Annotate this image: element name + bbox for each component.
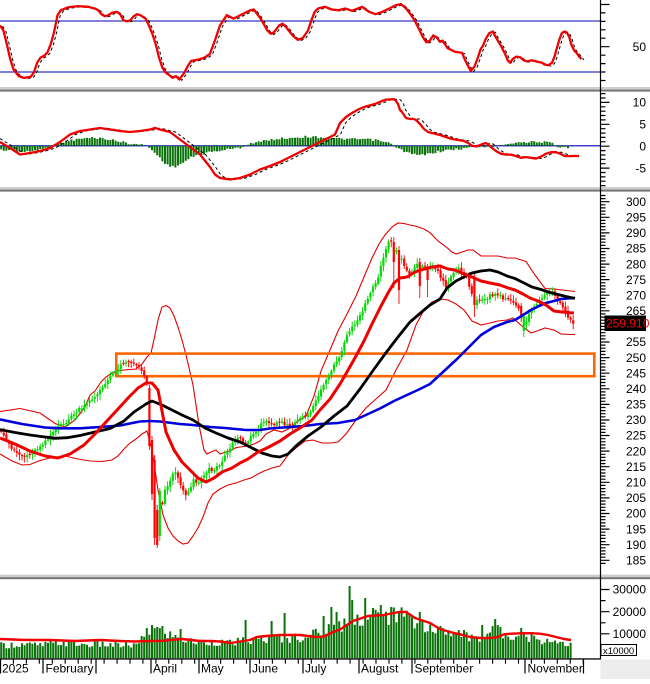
svg-text:April: April [153,662,177,676]
svg-text:255: 255 [626,335,646,349]
svg-text:230: 230 [626,413,646,427]
svg-text:195: 195 [626,522,646,536]
svg-text:295: 295 [626,211,646,225]
svg-text:20000: 20000 [613,605,647,619]
svg-text:5: 5 [639,118,646,132]
svg-text:x10000: x10000 [603,646,634,657]
svg-text:30000: 30000 [613,583,647,597]
svg-text:50: 50 [633,40,647,54]
svg-text:270: 270 [626,288,646,302]
svg-text:-5: -5 [635,161,646,175]
svg-text:August: August [361,662,399,676]
svg-text:185: 185 [626,554,646,568]
svg-text:July: July [305,662,326,676]
svg-text:285: 285 [626,242,646,256]
svg-text:10: 10 [633,96,647,110]
svg-text:220: 220 [626,444,646,458]
svg-text:June: June [252,662,278,676]
svg-text:2025: 2025 [2,662,29,676]
svg-text:November: November [528,662,583,676]
svg-text:235: 235 [626,398,646,412]
svg-text:245: 245 [626,366,646,380]
svg-text:10000: 10000 [613,627,647,641]
svg-text:210: 210 [626,476,646,490]
svg-text:290: 290 [626,226,646,240]
svg-text:190: 190 [626,538,646,552]
svg-text:240: 240 [626,382,646,396]
svg-text:225: 225 [626,429,646,443]
svg-text:September: September [415,662,474,676]
svg-text:May: May [201,662,224,676]
svg-text:250: 250 [626,351,646,365]
svg-text:275: 275 [626,273,646,287]
svg-text:February: February [46,662,94,676]
svg-text:280: 280 [626,257,646,271]
svg-text:205: 205 [626,491,646,505]
svg-text:215: 215 [626,460,646,474]
svg-text:0: 0 [639,139,646,153]
svg-text:200: 200 [626,507,646,521]
svg-text:300: 300 [626,195,646,209]
svg-text:259.910: 259.910 [606,317,650,331]
